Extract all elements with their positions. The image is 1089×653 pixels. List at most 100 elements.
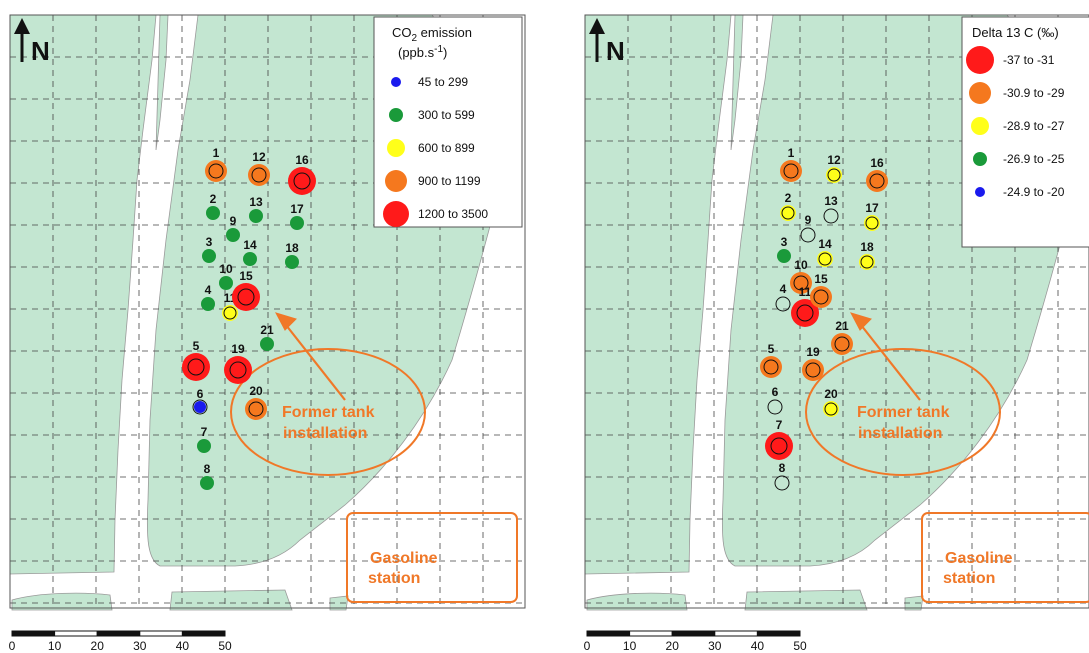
co2-frame <box>9 14 526 609</box>
sample-point-label: 21 <box>835 319 849 333</box>
north-label: N <box>606 36 625 66</box>
scale-tick-label: 40 <box>176 639 190 653</box>
sample-point <box>760 356 782 378</box>
co2-legend-unit: (ppb.s-1) <box>398 44 447 60</box>
scale-bar-segment <box>181 630 226 637</box>
co2-emission-map: Gasoline station Former tank installation N 0… <box>8 14 526 653</box>
sample-point <box>226 228 240 242</box>
scale-bar-segment <box>139 630 183 637</box>
sample-point <box>288 167 316 195</box>
gasoline-station-label: station <box>943 570 995 587</box>
former-tank-arrow-head <box>849 312 872 331</box>
sample-point-label: 12 <box>827 153 841 167</box>
gasoline-station-outline <box>921 512 1089 603</box>
former-tank-label: Former tank <box>857 404 950 421</box>
sample-point <box>765 432 793 460</box>
scale-bar-segment <box>11 630 56 637</box>
sample-point-ring <box>229 361 247 379</box>
sample-point <box>810 286 832 308</box>
d13c-legend-swatch <box>969 82 991 104</box>
d13c-legend-swatch <box>975 187 985 197</box>
sample-point <box>767 399 783 415</box>
sample-point <box>205 160 227 182</box>
sample-point-label: 19 <box>231 342 245 356</box>
sample-point <box>802 359 824 381</box>
sample-point-ring <box>796 304 814 322</box>
sample-point-ring <box>818 252 832 266</box>
sample-point <box>831 333 853 355</box>
sample-point-label: 13 <box>249 195 263 209</box>
sample-point-label: 15 <box>239 269 253 283</box>
sample-point <box>774 475 790 491</box>
sample-point-label: 16 <box>870 156 884 170</box>
land-south-east <box>329 595 349 611</box>
sample-point-ring <box>865 216 879 230</box>
sample-point <box>182 353 210 381</box>
sample-point-label: 7 <box>201 425 208 439</box>
d13c-legend-swatch <box>973 152 987 166</box>
d13c-legend-title: Delta 13 C (‰) <box>972 25 1059 40</box>
scale-tick-label: 0 <box>9 639 16 653</box>
former-tank-arrow-shaft <box>860 324 921 401</box>
d13c-legend-label: -26.9 to -25 <box>1003 152 1065 166</box>
sample-point-ring <box>869 173 885 189</box>
sample-point-label: 8 <box>779 461 786 475</box>
sample-point-ring <box>763 359 779 375</box>
sample-point-label: 10 <box>219 262 233 276</box>
co2-legend-swatch <box>387 139 405 157</box>
sample-point <box>823 208 839 224</box>
sample-point <box>791 299 819 327</box>
sample-point <box>200 476 214 490</box>
scale-tick-label: 10 <box>48 639 62 653</box>
sample-point-label: 14 <box>243 238 257 252</box>
former-tank-label: installation <box>858 425 942 442</box>
co2-legend-title: CO2 emission <box>392 25 472 44</box>
sample-point <box>202 249 216 263</box>
sample-point-ring <box>208 163 224 179</box>
sample-point-label: 2 <box>785 191 792 205</box>
sample-point <box>866 170 888 192</box>
delta13c-map-svg: Gasoline station Former tank installation N 0… <box>575 0 1089 653</box>
sample-point <box>800 227 816 243</box>
sample-point-label: 20 <box>824 387 838 401</box>
sample-point-label: 3 <box>781 235 788 249</box>
scale-tick-label: 30 <box>708 639 722 653</box>
scale-bar-segment <box>629 630 673 637</box>
sample-point-label: 6 <box>197 387 204 401</box>
co2-legend-label: 1200 to 3500 <box>418 207 488 221</box>
scale-tick-label: 50 <box>218 639 232 653</box>
sample-point-ring <box>783 163 799 179</box>
sample-point-ring <box>251 167 267 183</box>
sample-point-label: 17 <box>865 201 879 215</box>
d13c-legend-label: -30.9 to -29 <box>1003 86 1065 100</box>
sample-point-label: 5 <box>768 342 775 356</box>
sample-point <box>243 252 257 266</box>
north-arrow-head <box>589 18 605 34</box>
sample-point-ring <box>813 289 829 305</box>
sample-point <box>249 209 263 223</box>
co2-legend-box <box>373 16 523 228</box>
co2-legend-swatch <box>391 77 401 87</box>
sample-point-label: 17 <box>290 202 304 216</box>
sample-point-ring <box>223 306 237 320</box>
sample-point-label: 16 <box>295 153 309 167</box>
scale-tick-label: 40 <box>751 639 765 653</box>
former-tank-label: installation <box>283 425 367 442</box>
sample-point-ring <box>860 255 874 269</box>
scale-bar-segment <box>96 630 141 637</box>
sample-point <box>232 283 260 311</box>
co2-legend-swatch <box>385 170 407 192</box>
former-tank-label: Former tank <box>282 404 375 421</box>
scale-bar: 0 10 20 30 40 50 <box>9 630 232 653</box>
land-west-block <box>9 14 157 575</box>
d13c-legend-label: -24.9 to -20 <box>1003 185 1065 199</box>
d13c-legend-label: -37 to -31 <box>1003 53 1055 67</box>
sample-point-ring <box>248 401 264 417</box>
sample-point <box>260 337 274 351</box>
gasoline-station-label: Gasoline <box>370 550 438 567</box>
scale-bar-segment <box>756 630 801 637</box>
gasoline-station-outline <box>346 512 518 603</box>
scale-bar-segment <box>671 630 716 637</box>
scale-tick-label: 30 <box>133 639 147 653</box>
